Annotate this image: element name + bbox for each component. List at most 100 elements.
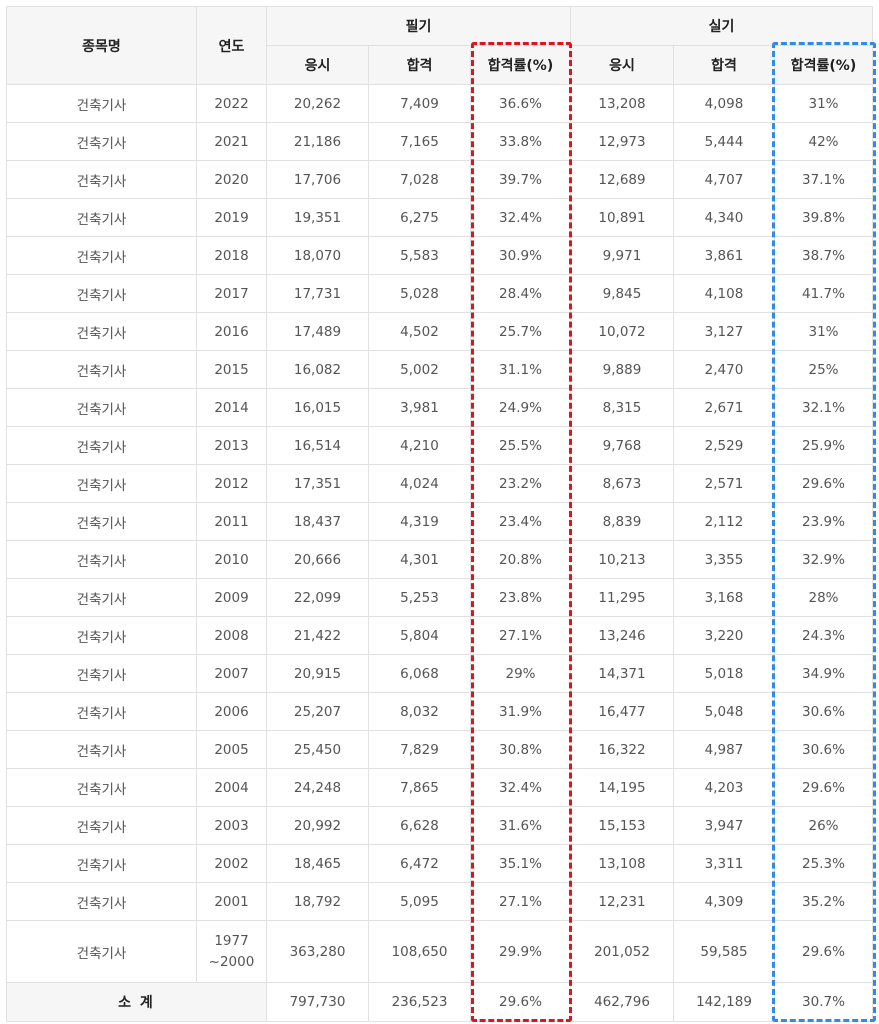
cell-practical-pass-rate: 29.6% — [774, 768, 873, 807]
cell-practical-passed: 5,048 — [673, 692, 775, 731]
cell-practical-pass-rate: 25.9% — [774, 426, 873, 465]
cell-practical-passed: 4,340 — [673, 198, 775, 237]
cell-written-pass-rate: 25.5% — [470, 426, 571, 465]
cell-practical-applicants: 12,231 — [570, 882, 674, 921]
cell-written-passed: 4,024 — [368, 464, 471, 503]
cell-name: 건축기사 — [6, 654, 197, 693]
cell-year: 2011 — [196, 502, 267, 541]
header-written: 필기 — [266, 6, 571, 46]
total-written-applicants: 797,730 — [266, 982, 369, 1022]
cell-name: 건축기사 — [6, 692, 197, 731]
cell-written-applicants: 20,992 — [266, 806, 369, 845]
cell-practical-pass-rate: 39.8% — [774, 198, 873, 237]
cell-practical-pass-rate: 30.6% — [774, 730, 873, 769]
cell-written-applicants: 17,351 — [266, 464, 369, 503]
table-row: 건축기사 2008 21,422 5,804 27.1% 13,246 3,220 24.3% — [6, 616, 873, 655]
cell-year: 2022 — [196, 84, 267, 123]
cell-name: 건축기사 — [6, 844, 197, 883]
cell-written-applicants: 17,731 — [266, 274, 369, 313]
cell-written-applicants: 18,437 — [266, 502, 369, 541]
cell-written-applicants: 17,706 — [266, 160, 369, 199]
table-row: 건축기사 2003 20,992 6,628 31.6% 15,153 3,947 26% — [6, 806, 873, 845]
cell-practical-applicants: 10,213 — [570, 540, 674, 579]
cell-written-passed: 7,865 — [368, 768, 471, 807]
cell-practical-pass-rate: 25% — [774, 350, 873, 389]
header-written-pass-rate: 합격률(%) — [470, 45, 571, 85]
cell-written-passed: 8,032 — [368, 692, 471, 731]
cell-name: 건축기사 — [6, 806, 197, 845]
cell-name: 건축기사 — [6, 464, 197, 503]
cell-year: 2004 — [196, 768, 267, 807]
cell-practical-passed: 4,707 — [673, 160, 775, 199]
cell-year: 2008 — [196, 616, 267, 655]
cell-year: 2021 — [196, 122, 267, 161]
cell-written-passed: 5,583 — [368, 236, 471, 275]
cell-practical-applicants: 201,052 — [570, 920, 674, 983]
table-header: 종목명 연도 필기 실기 응시 합격 합격률(%) 응시 합격 합격률(%) — [6, 6, 873, 85]
cell-name: 건축기사 — [6, 882, 197, 921]
table-row: 건축기사 2006 25,207 8,032 31.9% 16,477 5,048 30.6% — [6, 692, 873, 731]
cell-written-applicants: 16,514 — [266, 426, 369, 465]
cell-practical-applicants: 8,315 — [570, 388, 674, 427]
cell-written-pass-rate: 39.7% — [470, 160, 571, 199]
table-row-range: 건축기사 1977 ~2000 363,280 108,650 29.9% 201… — [6, 920, 873, 983]
cell-name: 건축기사 — [6, 616, 197, 655]
cell-practical-applicants: 9,768 — [570, 426, 674, 465]
header-year: 연도 — [196, 6, 267, 85]
cell-year: 2009 — [196, 578, 267, 617]
cell-written-passed: 4,301 — [368, 540, 471, 579]
cell-written-pass-rate: 25.7% — [470, 312, 571, 351]
cell-practical-applicants: 15,153 — [570, 806, 674, 845]
cell-year: 2001 — [196, 882, 267, 921]
cell-year: 2020 — [196, 160, 267, 199]
table-row: 건축기사 2007 20,915 6,068 29% 14,371 5,018 34.9% — [6, 654, 873, 693]
cell-written-pass-rate: 33.8% — [470, 122, 571, 161]
cell-written-pass-rate: 30.8% — [470, 730, 571, 769]
cell-practical-pass-rate: 25.3% — [774, 844, 873, 883]
cell-written-pass-rate: 30.9% — [470, 236, 571, 275]
cell-practical-applicants: 13,246 — [570, 616, 674, 655]
cell-year: 2016 — [196, 312, 267, 351]
cell-name: 건축기사 — [6, 540, 197, 579]
table-row: 건축기사 2002 18,465 6,472 35.1% 13,108 3,311 25.3% — [6, 844, 873, 883]
header-practical-pass-rate: 합격률(%) — [774, 45, 873, 85]
cell-year: 2002 — [196, 844, 267, 883]
total-practical-applicants: 462,796 — [570, 982, 674, 1022]
cell-written-pass-rate: 32.4% — [470, 198, 571, 237]
cell-practical-pass-rate: 31% — [774, 84, 873, 123]
cell-practical-applicants: 12,689 — [570, 160, 674, 199]
cell-written-passed: 6,275 — [368, 198, 471, 237]
cell-written-passed: 5,028 — [368, 274, 471, 313]
cell-name: 건축기사 — [6, 730, 197, 769]
cell-written-pass-rate: 23.4% — [470, 502, 571, 541]
cell-practical-applicants: 13,108 — [570, 844, 674, 883]
table-row: 건축기사 2001 18,792 5,095 27.1% 12,231 4,309 35.2% — [6, 882, 873, 921]
cell-practical-passed: 5,444 — [673, 122, 775, 161]
cell-practical-applicants: 9,971 — [570, 236, 674, 275]
cell-written-applicants: 21,422 — [266, 616, 369, 655]
cell-written-pass-rate: 36.6% — [470, 84, 571, 123]
cell-practical-pass-rate: 24.3% — [774, 616, 873, 655]
cell-written-passed: 6,068 — [368, 654, 471, 693]
header-practical-applicants: 응시 — [570, 45, 674, 85]
cell-practical-passed: 5,018 — [673, 654, 775, 693]
cell-year: 2015 — [196, 350, 267, 389]
cell-written-applicants: 21,186 — [266, 122, 369, 161]
cell-practical-applicants: 16,322 — [570, 730, 674, 769]
cell-written-pass-rate: 35.1% — [470, 844, 571, 883]
cell-written-passed: 4,502 — [368, 312, 471, 351]
cell-name: 건축기사 — [6, 388, 197, 427]
cell-year: 2014 — [196, 388, 267, 427]
cell-written-applicants: 19,351 — [266, 198, 369, 237]
cell-practical-passed: 3,947 — [673, 806, 775, 845]
cell-practical-pass-rate: 32.9% — [774, 540, 873, 579]
cell-practical-pass-rate: 32.1% — [774, 388, 873, 427]
cell-year: 2012 — [196, 464, 267, 503]
cell-year: 2007 — [196, 654, 267, 693]
table-row: 건축기사 2005 25,450 7,829 30.8% 16,322 4,987 30.6% — [6, 730, 873, 769]
cell-name: 건축기사 — [6, 426, 197, 465]
table-row: 건축기사 2012 17,351 4,024 23.2% 8,673 2,571 29.6% — [6, 464, 873, 503]
cell-name: 건축기사 — [6, 350, 197, 389]
cell-written-passed: 7,028 — [368, 160, 471, 199]
cell-written-pass-rate: 31.9% — [470, 692, 571, 731]
